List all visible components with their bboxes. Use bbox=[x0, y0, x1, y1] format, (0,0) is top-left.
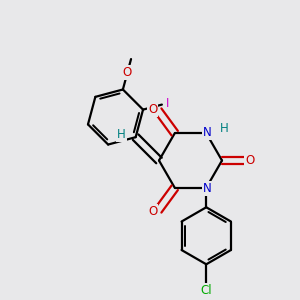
Text: N: N bbox=[202, 126, 211, 139]
Text: Cl: Cl bbox=[200, 284, 212, 297]
Text: H: H bbox=[117, 128, 126, 141]
Text: I: I bbox=[166, 98, 169, 110]
Text: O: O bbox=[148, 205, 158, 218]
Text: O: O bbox=[122, 66, 132, 79]
Text: O: O bbox=[245, 154, 254, 167]
Text: N: N bbox=[202, 182, 211, 195]
Text: H: H bbox=[220, 122, 229, 135]
Text: O: O bbox=[148, 103, 158, 116]
